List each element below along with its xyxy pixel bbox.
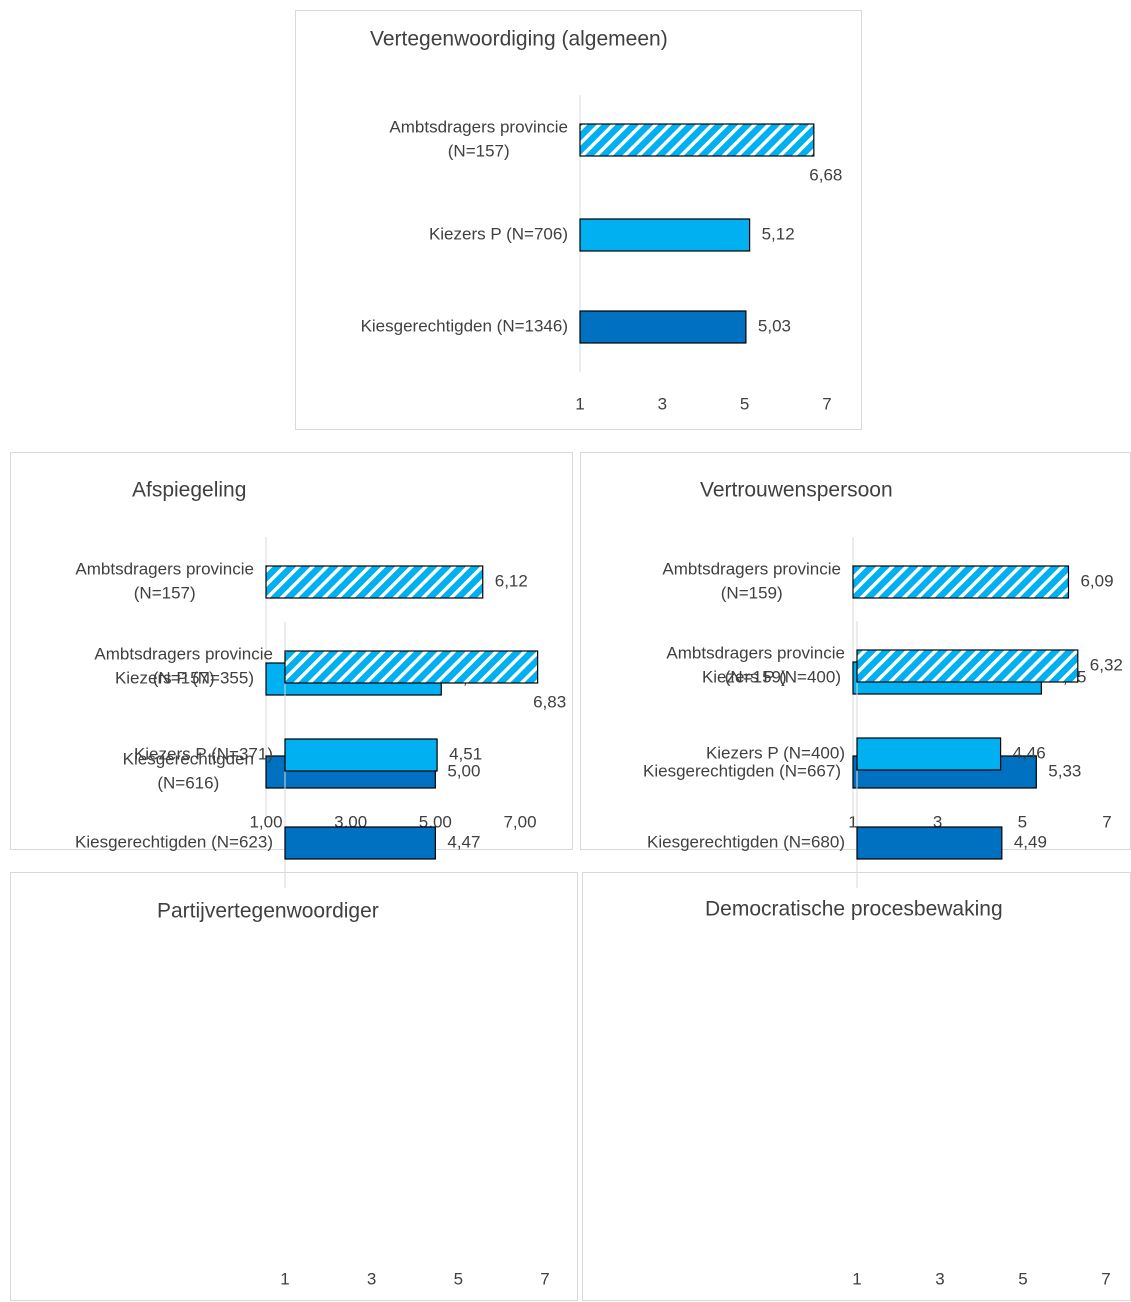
category-label: Ambtsdragers provincie bbox=[75, 559, 254, 578]
x-tick-label: 7 bbox=[1101, 1269, 1110, 1288]
category-label: (N=157) bbox=[448, 141, 510, 160]
category-label: (N=157) bbox=[153, 668, 215, 687]
bar bbox=[856, 737, 1002, 771]
category-label: Ambtsdragers provincie bbox=[666, 643, 845, 662]
panel: Partijvertegenwoordiger 1 3 5 7 6,83 Ambtsdrag… bbox=[10, 622, 578, 1301]
category-label: Kiesgerechtigden bbox=[123, 749, 254, 768]
panel: Vertegenwoordiging (algemeen) 1 3 5 7 6,68 Amb… bbox=[295, 10, 862, 430]
x-tick-label: 1,00 bbox=[249, 812, 282, 831]
chart-title: Vertrouwenspersoon bbox=[700, 479, 893, 502]
category-label: Kiezers P (N=355) bbox=[115, 668, 254, 687]
chart-title: Partijvertegenwoordiger bbox=[157, 900, 379, 923]
value-label: 5,12 bbox=[762, 224, 795, 243]
category-label: Kiezers P (N=400) bbox=[702, 667, 841, 686]
x-tick-label: 1 bbox=[848, 812, 857, 831]
bar bbox=[856, 649, 1079, 683]
panel: Democratische procesbewaking 1 3 5 7 6,32 Ambt… bbox=[582, 621, 1131, 1301]
category-label: Kiesgerechtigden (N=623) bbox=[75, 832, 273, 851]
category-label: Kiesgerechtigden (N=680) bbox=[647, 832, 845, 851]
x-tick-label: 3 bbox=[658, 394, 667, 413]
category-label: (N=616) bbox=[157, 773, 219, 792]
value-label: 6,83 bbox=[533, 692, 566, 711]
x-tick-label: 3 bbox=[933, 812, 942, 831]
x-tick-label: 5 bbox=[740, 394, 749, 413]
category-label: Kiezers P (N=371) bbox=[134, 744, 273, 763]
value-label: 4,46 bbox=[1013, 743, 1046, 762]
category-label: Kiesgerechtigden (N=1346) bbox=[361, 316, 568, 335]
value-label: 6,09 bbox=[1080, 571, 1113, 590]
panel-border bbox=[582, 872, 1131, 1301]
x-tick-label: 1 bbox=[852, 1269, 861, 1288]
category-label: Kiesgerechtigden (N=667) bbox=[643, 761, 841, 780]
category-label: Kiezers P (N=706) bbox=[429, 224, 568, 243]
panel-border bbox=[295, 10, 862, 430]
x-tick-label: 3 bbox=[935, 1269, 944, 1288]
x-tick-label: 1 bbox=[280, 1269, 289, 1288]
bar bbox=[284, 738, 438, 772]
category-label: Ambtsdragers provincie bbox=[389, 117, 568, 136]
chart-title: Afspiegeling bbox=[132, 479, 246, 502]
value-label: 5,33 bbox=[1048, 761, 1081, 780]
bar bbox=[579, 218, 751, 252]
panel-border bbox=[10, 872, 578, 1301]
chart-title: Democratische procesbewaking bbox=[705, 898, 1003, 921]
value-label: 6,68 bbox=[809, 165, 842, 184]
value-label: 4,49 bbox=[1014, 832, 1047, 851]
value-label: 6,32 bbox=[1090, 655, 1123, 674]
category-label: (N=159) bbox=[721, 583, 783, 602]
category-label: Ambtsdragers provincie bbox=[94, 644, 273, 663]
value-label: 5,03 bbox=[758, 316, 791, 335]
x-tick-label: 5 bbox=[1018, 1269, 1027, 1288]
bar bbox=[265, 565, 484, 599]
x-tick-label: 3 bbox=[367, 1269, 376, 1288]
value-label: 6,12 bbox=[495, 571, 528, 590]
bar bbox=[579, 310, 747, 344]
value-label: 4,51 bbox=[449, 744, 482, 763]
bar bbox=[852, 565, 1070, 599]
bar bbox=[284, 826, 436, 860]
x-tick-label: 7 bbox=[540, 1269, 549, 1288]
x-tick-label: 5 bbox=[1018, 812, 1027, 831]
bar bbox=[856, 826, 1003, 860]
x-tick-label: 7 bbox=[822, 394, 831, 413]
x-tick-label: 7,00 bbox=[503, 812, 536, 831]
bar bbox=[284, 650, 539, 684]
bar bbox=[579, 123, 815, 157]
x-tick-label: 5 bbox=[454, 1269, 463, 1288]
chart-title: Vertegenwoordiging (algemeen) bbox=[370, 28, 668, 51]
x-tick-label: 7 bbox=[1102, 812, 1111, 831]
x-tick-label: 1 bbox=[575, 394, 584, 413]
category-label: (N=157) bbox=[134, 583, 196, 602]
category-label: (N=159) bbox=[725, 667, 787, 686]
category-label: Kiezers P (N=400) bbox=[706, 743, 845, 762]
value-label: 4,47 bbox=[447, 832, 480, 851]
category-label: Ambtsdragers provincie bbox=[662, 559, 841, 578]
value-label: 5,00 bbox=[447, 761, 480, 780]
